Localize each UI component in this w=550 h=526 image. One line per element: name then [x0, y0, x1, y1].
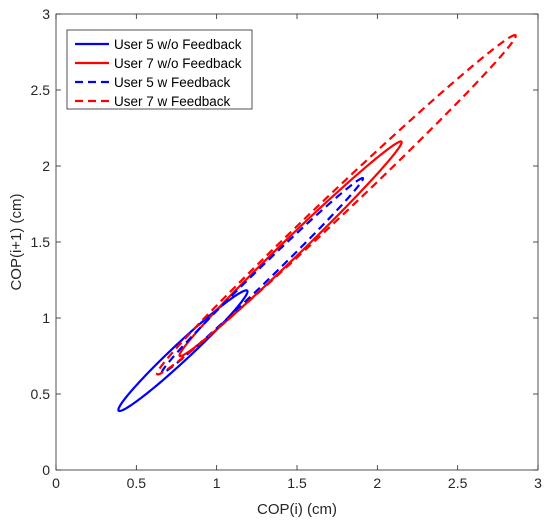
- legend-label: User 7 w/o Feedback: [114, 56, 242, 71]
- x-tick-label: 0: [52, 475, 60, 491]
- x-tick-label: 2.5: [448, 475, 468, 491]
- x-axis-label: COP(i) (cm): [257, 501, 337, 518]
- y-tick-label: 2: [42, 158, 50, 174]
- y-tick-label: 1.5: [31, 234, 51, 250]
- y-tick-label: 3: [42, 6, 50, 22]
- x-tick-label: 2: [373, 475, 381, 491]
- x-tick-label: 1.5: [287, 475, 307, 491]
- x-tick-label: 0.5: [127, 475, 147, 491]
- y-tick-label: 2.5: [31, 82, 51, 98]
- y-tick-label: 0: [42, 462, 50, 478]
- x-tick-label: 3: [534, 475, 542, 491]
- series-layer: [117, 33, 517, 413]
- y-tick-label: 0.5: [31, 386, 51, 402]
- y-axis-label: COP(i+1) (cm): [8, 193, 25, 290]
- y-tick-label: 1: [42, 310, 50, 326]
- x-tick-label: 1: [213, 475, 221, 491]
- legend-label: User 5 w Feedback: [114, 75, 231, 90]
- legend-label: User 5 w/o Feedback: [114, 37, 242, 52]
- series-ellipse-2: [178, 140, 403, 358]
- legend: User 5 w/o Feedback User 7 w/o Feedback Us…: [66, 29, 253, 110]
- series-ellipse-4: [155, 33, 517, 376]
- legend-label: User 7 w Feedback: [114, 94, 231, 109]
- ticks-layer: 0 0.5 1 1.5 2 2.5 3 0 0.5 1 1.5 2 2.5 3: [31, 6, 543, 491]
